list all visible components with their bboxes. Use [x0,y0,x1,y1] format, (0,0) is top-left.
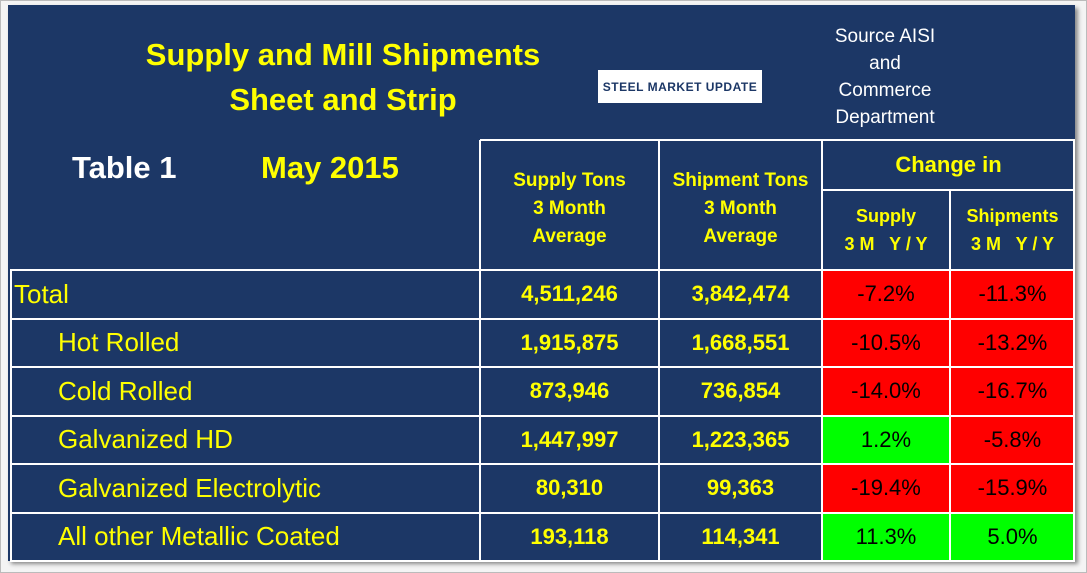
grid-line [10,270,12,561]
grid-line [10,511,1075,514]
change-header: Change in [895,152,1002,177]
grid-line [480,139,1075,141]
grid-line [10,317,1075,320]
row-label: Hot Rolled [58,327,180,358]
supply-value: 193,118 [530,523,609,549]
shipments-change-header-line: 3 M Y / Y [970,234,1055,254]
source-line: and [869,53,901,74]
panel: Supply and Mill Shipments Sheet and Stri… [8,5,1075,562]
logo: STEEL MARKET UPDATE [598,70,762,103]
shipments-change-header-line: Shipments [966,206,1059,226]
period: May 2015 [261,150,399,185]
grid-line [1073,140,1075,561]
title: Supply and Mill Shipments [145,37,541,72]
shipments-value: 1,668,551 [691,329,790,355]
supply-value: 1,915,875 [520,329,619,355]
grid-line [10,560,1075,562]
supply-change-header-line: 3 M Y / Y [844,234,928,254]
shipments-change: -16.7% [950,367,1075,416]
grid-line [10,366,1075,368]
shipments-header-line: Shipment Tons [672,170,809,191]
shipments-value: 114,341 [701,523,780,549]
shipments-change: -15.9% [950,464,1075,513]
shipments-change: -5.8% [950,415,1075,464]
grid-line [10,414,1075,417]
grid-line [479,140,481,561]
supply-change: 1.2% [822,415,950,464]
shipments-header-line: Average [703,226,778,247]
supply-change-header-line: Supply [855,206,916,226]
shipments-value: 1,223,365 [691,426,790,452]
shipments-change: -11.3% [950,270,1075,319]
row-label: Galvanized HD [58,424,233,455]
grid-line [10,463,1075,465]
supply-value: 80,310 [535,475,604,501]
supply-value: 1,447,997 [520,426,619,452]
shipments-header-line: 3 Month [704,198,777,219]
supply-value: 873,946 [529,378,610,404]
supply-header-line: Supply Tons [513,170,626,191]
row-label: All other Metallic Coated [58,521,340,552]
grid-line [821,140,823,561]
shipments-change: -13.2% [950,318,1075,367]
supply-header: Supply Tons 3 Month Average [480,148,659,270]
grid-line [949,190,951,561]
source-line: Source AISI [834,26,936,47]
shipments-value: 736,854 [700,378,781,404]
shipments-change-header: Shipments 3 M Y / Y [950,190,1075,270]
source: Source AISI and Commerce Department [798,23,972,131]
supply-change: -19.4% [822,464,950,513]
row-label: Galvanized Electrolytic [58,472,321,503]
shipments-value: 99,363 [706,475,775,501]
source-line: Commerce [838,80,932,101]
grid-line [822,189,1075,191]
supply-change: 11.3% [822,512,950,561]
source-line: Department [835,107,935,128]
shipments-header: Shipment Tons 3 Month Average [659,148,822,270]
row-label: Total [14,278,69,309]
shipments-value: 3,842,474 [691,281,790,307]
supply-value: 4,511,246 [521,281,618,307]
supply-change-header: Supply 3 M Y / Y [822,190,950,270]
grid-line [10,269,1075,271]
supply-change: -10.5% [822,318,950,367]
table-label: Table 1 [72,150,177,185]
row-label: Cold Rolled [58,375,193,406]
supply-header-line: Average [532,226,607,247]
subtitle: Sheet and Strip [229,82,457,117]
supply-change: -14.0% [822,367,950,416]
shipments-change: 5.0% [950,512,1075,561]
supply-header-line: 3 Month [533,198,606,219]
supply-change: -7.2% [822,270,950,319]
grid-line [658,140,660,561]
